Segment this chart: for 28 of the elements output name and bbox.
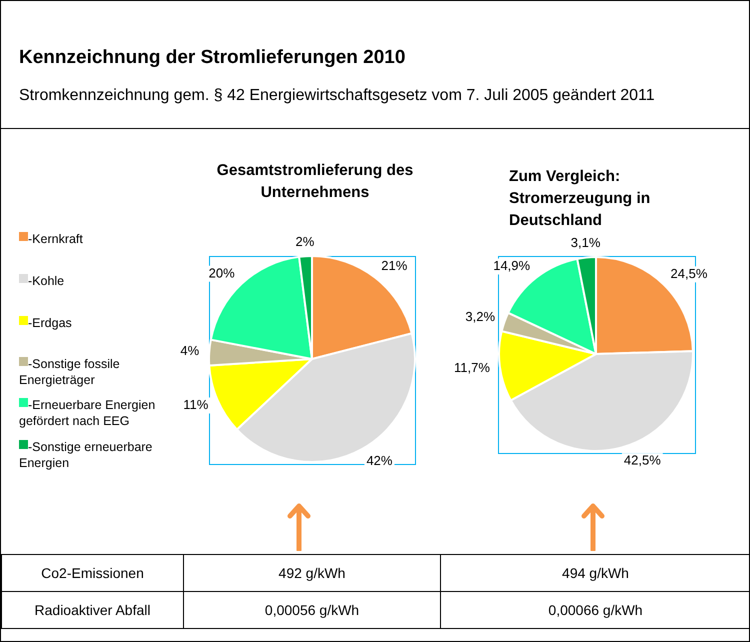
data-label: 42% bbox=[366, 453, 393, 468]
legend-label: -Sonstige fossile Energieträger bbox=[19, 357, 120, 387]
data-label: 42,5% bbox=[624, 452, 662, 468]
data-label: 4% bbox=[180, 343, 200, 358]
data-label: 11% bbox=[183, 397, 209, 412]
data-label: 21% bbox=[381, 258, 408, 274]
legend-label: -Erneuerbare Energien gefördert nach EEG bbox=[19, 398, 156, 428]
text: Radioaktiver Abfall bbox=[2, 592, 184, 628]
text: Stromkennzeichnung gem. § 42 Energiewirtschaftsgesetz vom 7. Juli 2005 geändert 2011 bbox=[19, 87, 655, 105]
data-label: 3,2% bbox=[465, 308, 496, 324]
text: 494 g/kWh bbox=[440, 554, 750, 592]
text: Kennzeichnung der Stromlieferungen 2010 bbox=[19, 47, 406, 69]
data-label: 3,1% bbox=[570, 235, 601, 250]
data-label: 2% bbox=[296, 234, 315, 249]
legend-label: -Kernkraft bbox=[28, 232, 83, 246]
data-label: 24,5% bbox=[670, 266, 708, 281]
text: Co2-Emissionen bbox=[2, 554, 184, 592]
data-label: 20% bbox=[208, 265, 236, 280]
legend-label: -Sonstige erneuerbare Energien bbox=[19, 440, 152, 470]
data-label: 14,9% bbox=[493, 258, 531, 274]
data-label: 11,7% bbox=[454, 360, 490, 376]
text: 0,00066 g/kWh bbox=[440, 592, 750, 628]
chart-title: Zum Vergleich: Stromerzeugung in Deutschland bbox=[509, 167, 652, 231]
text: 0,00056 g/kWh bbox=[184, 592, 440, 628]
text: 492 g/kWh bbox=[184, 554, 440, 592]
legend-label: -Erdgas bbox=[28, 316, 72, 330]
legend-label: -Kohle bbox=[28, 274, 64, 288]
chart-title: Gesamtstromlieferung des Unternehmens bbox=[216, 161, 414, 203]
